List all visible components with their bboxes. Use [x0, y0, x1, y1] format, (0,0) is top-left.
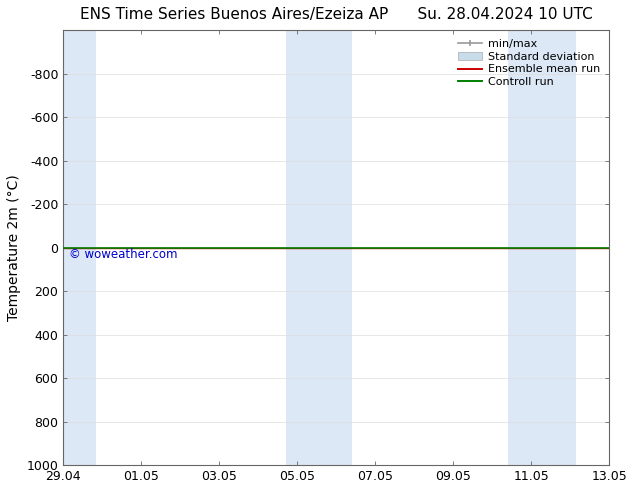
Title: ENS Time Series Buenos Aires/Ezeiza AP      Su. 28.04.2024 10 UTC: ENS Time Series Buenos Aires/Ezeiza AP S… [80, 7, 593, 22]
Bar [285, 30, 352, 465]
Bar [63, 30, 96, 465]
Y-axis label: Temperature 2m (°C): Temperature 2m (°C) [7, 174, 21, 321]
Bar [508, 30, 576, 465]
Legend: min/max, Standard deviation, Ensemble mean run, Controll run: min/max, Standard deviation, Ensemble me… [455, 36, 604, 91]
Text: © woweather.com: © woweather.com [69, 247, 178, 261]
